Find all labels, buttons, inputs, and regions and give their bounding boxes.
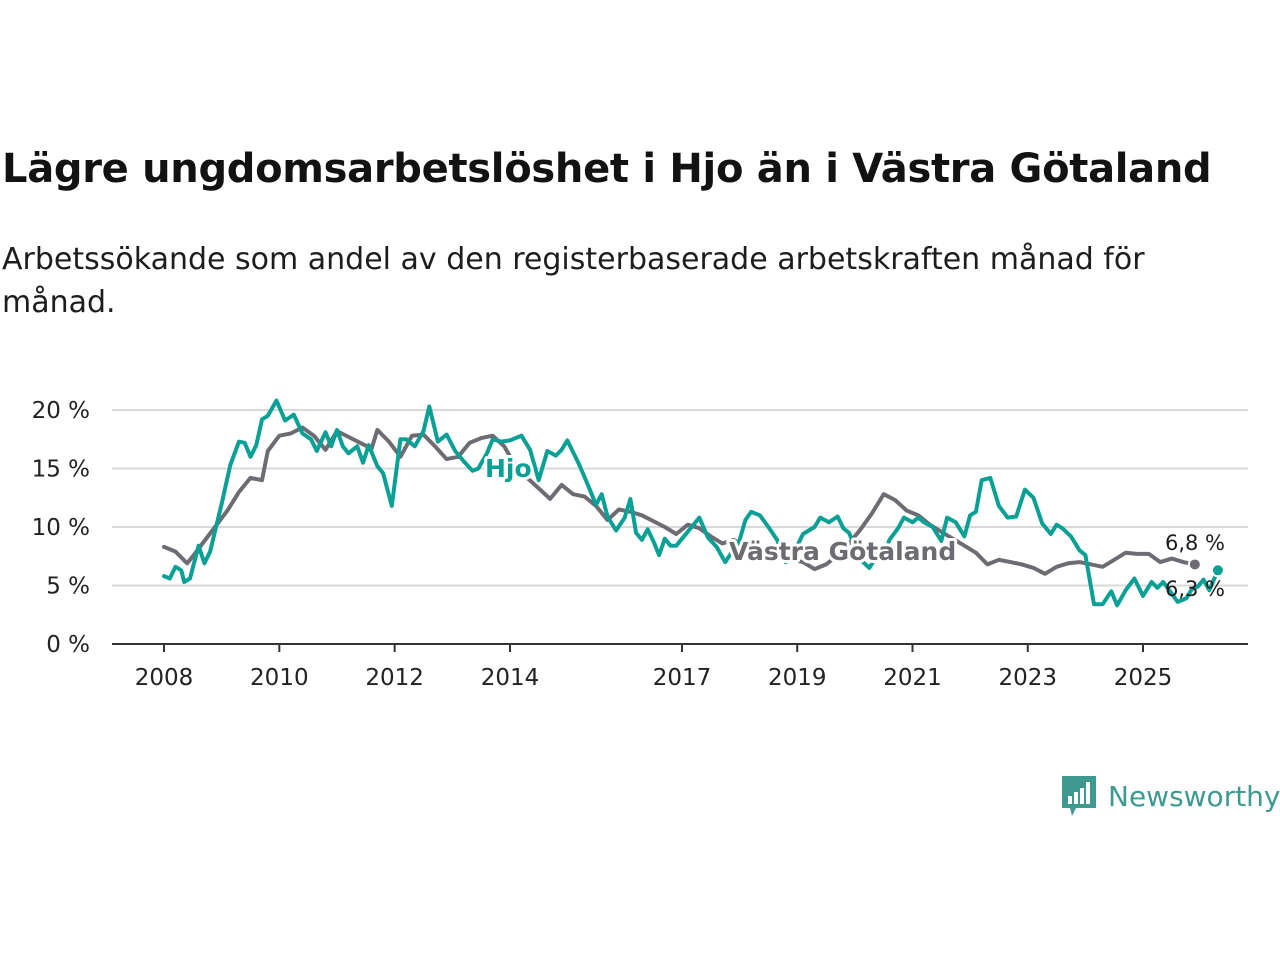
x-tick-label: 2025 <box>1114 665 1173 691</box>
brand-name: Newsworthy <box>1108 779 1280 813</box>
end-label-vastra-gotaland: 6,8 % <box>1165 531 1225 555</box>
x-tick-label: 2019 <box>768 665 827 691</box>
x-tick-label: 2017 <box>653 665 712 691</box>
x-tick-label: 2021 <box>883 665 942 691</box>
y-tick-label: 15 % <box>32 457 90 483</box>
newsworthy-brand[interactable]: Newsworthy <box>1060 774 1280 818</box>
x-tick-label: 2008 <box>135 665 194 691</box>
end-label-hjo: 6,3 % <box>1165 577 1225 601</box>
y-axis-ticks: 0 % 5 % 10 % 15 % 20 % <box>32 398 90 658</box>
y-tick-label: 5 % <box>46 574 90 600</box>
newsworthy-logo-icon <box>1062 776 1096 816</box>
x-tick-label: 2012 <box>365 665 424 691</box>
y-tick-label: 10 % <box>32 515 90 541</box>
chart-subtitle: Arbetssökande som andel av den registerb… <box>2 242 1145 320</box>
series-label-hjo: Hjo <box>485 454 532 483</box>
series-label-vastra-gotaland: Västra Götaland <box>729 537 956 566</box>
x-axis-ticks: 2008 2010 2012 2014 2017 2019 2021 2023 2025 <box>135 644 1173 691</box>
chart-title: Lägre ungdomsarbetslöshet i Hjo än i Väs… <box>2 146 1212 192</box>
series-labels: Hjo Västra Götaland 6,8 % 6,3 % <box>482 451 1225 601</box>
x-tick-label: 2014 <box>481 665 540 691</box>
x-tick-label: 2010 <box>250 665 309 691</box>
x-tick-label: 2023 <box>998 665 1057 691</box>
y-tick-label: 0 % <box>46 632 90 658</box>
line-chart: 0 %5 %10 %15 %20 % 2008 2010 2012 2014 2017 2… <box>32 398 1248 691</box>
series-lines <box>162 398 1225 608</box>
end-point-v-stra-g-taland <box>1187 557 1202 572</box>
end-point-hjo <box>1210 563 1225 578</box>
series-line-v-stra-g-taland <box>162 425 1197 576</box>
series-line-hjo <box>162 398 1220 608</box>
y-tick-label: 20 % <box>32 398 90 424</box>
